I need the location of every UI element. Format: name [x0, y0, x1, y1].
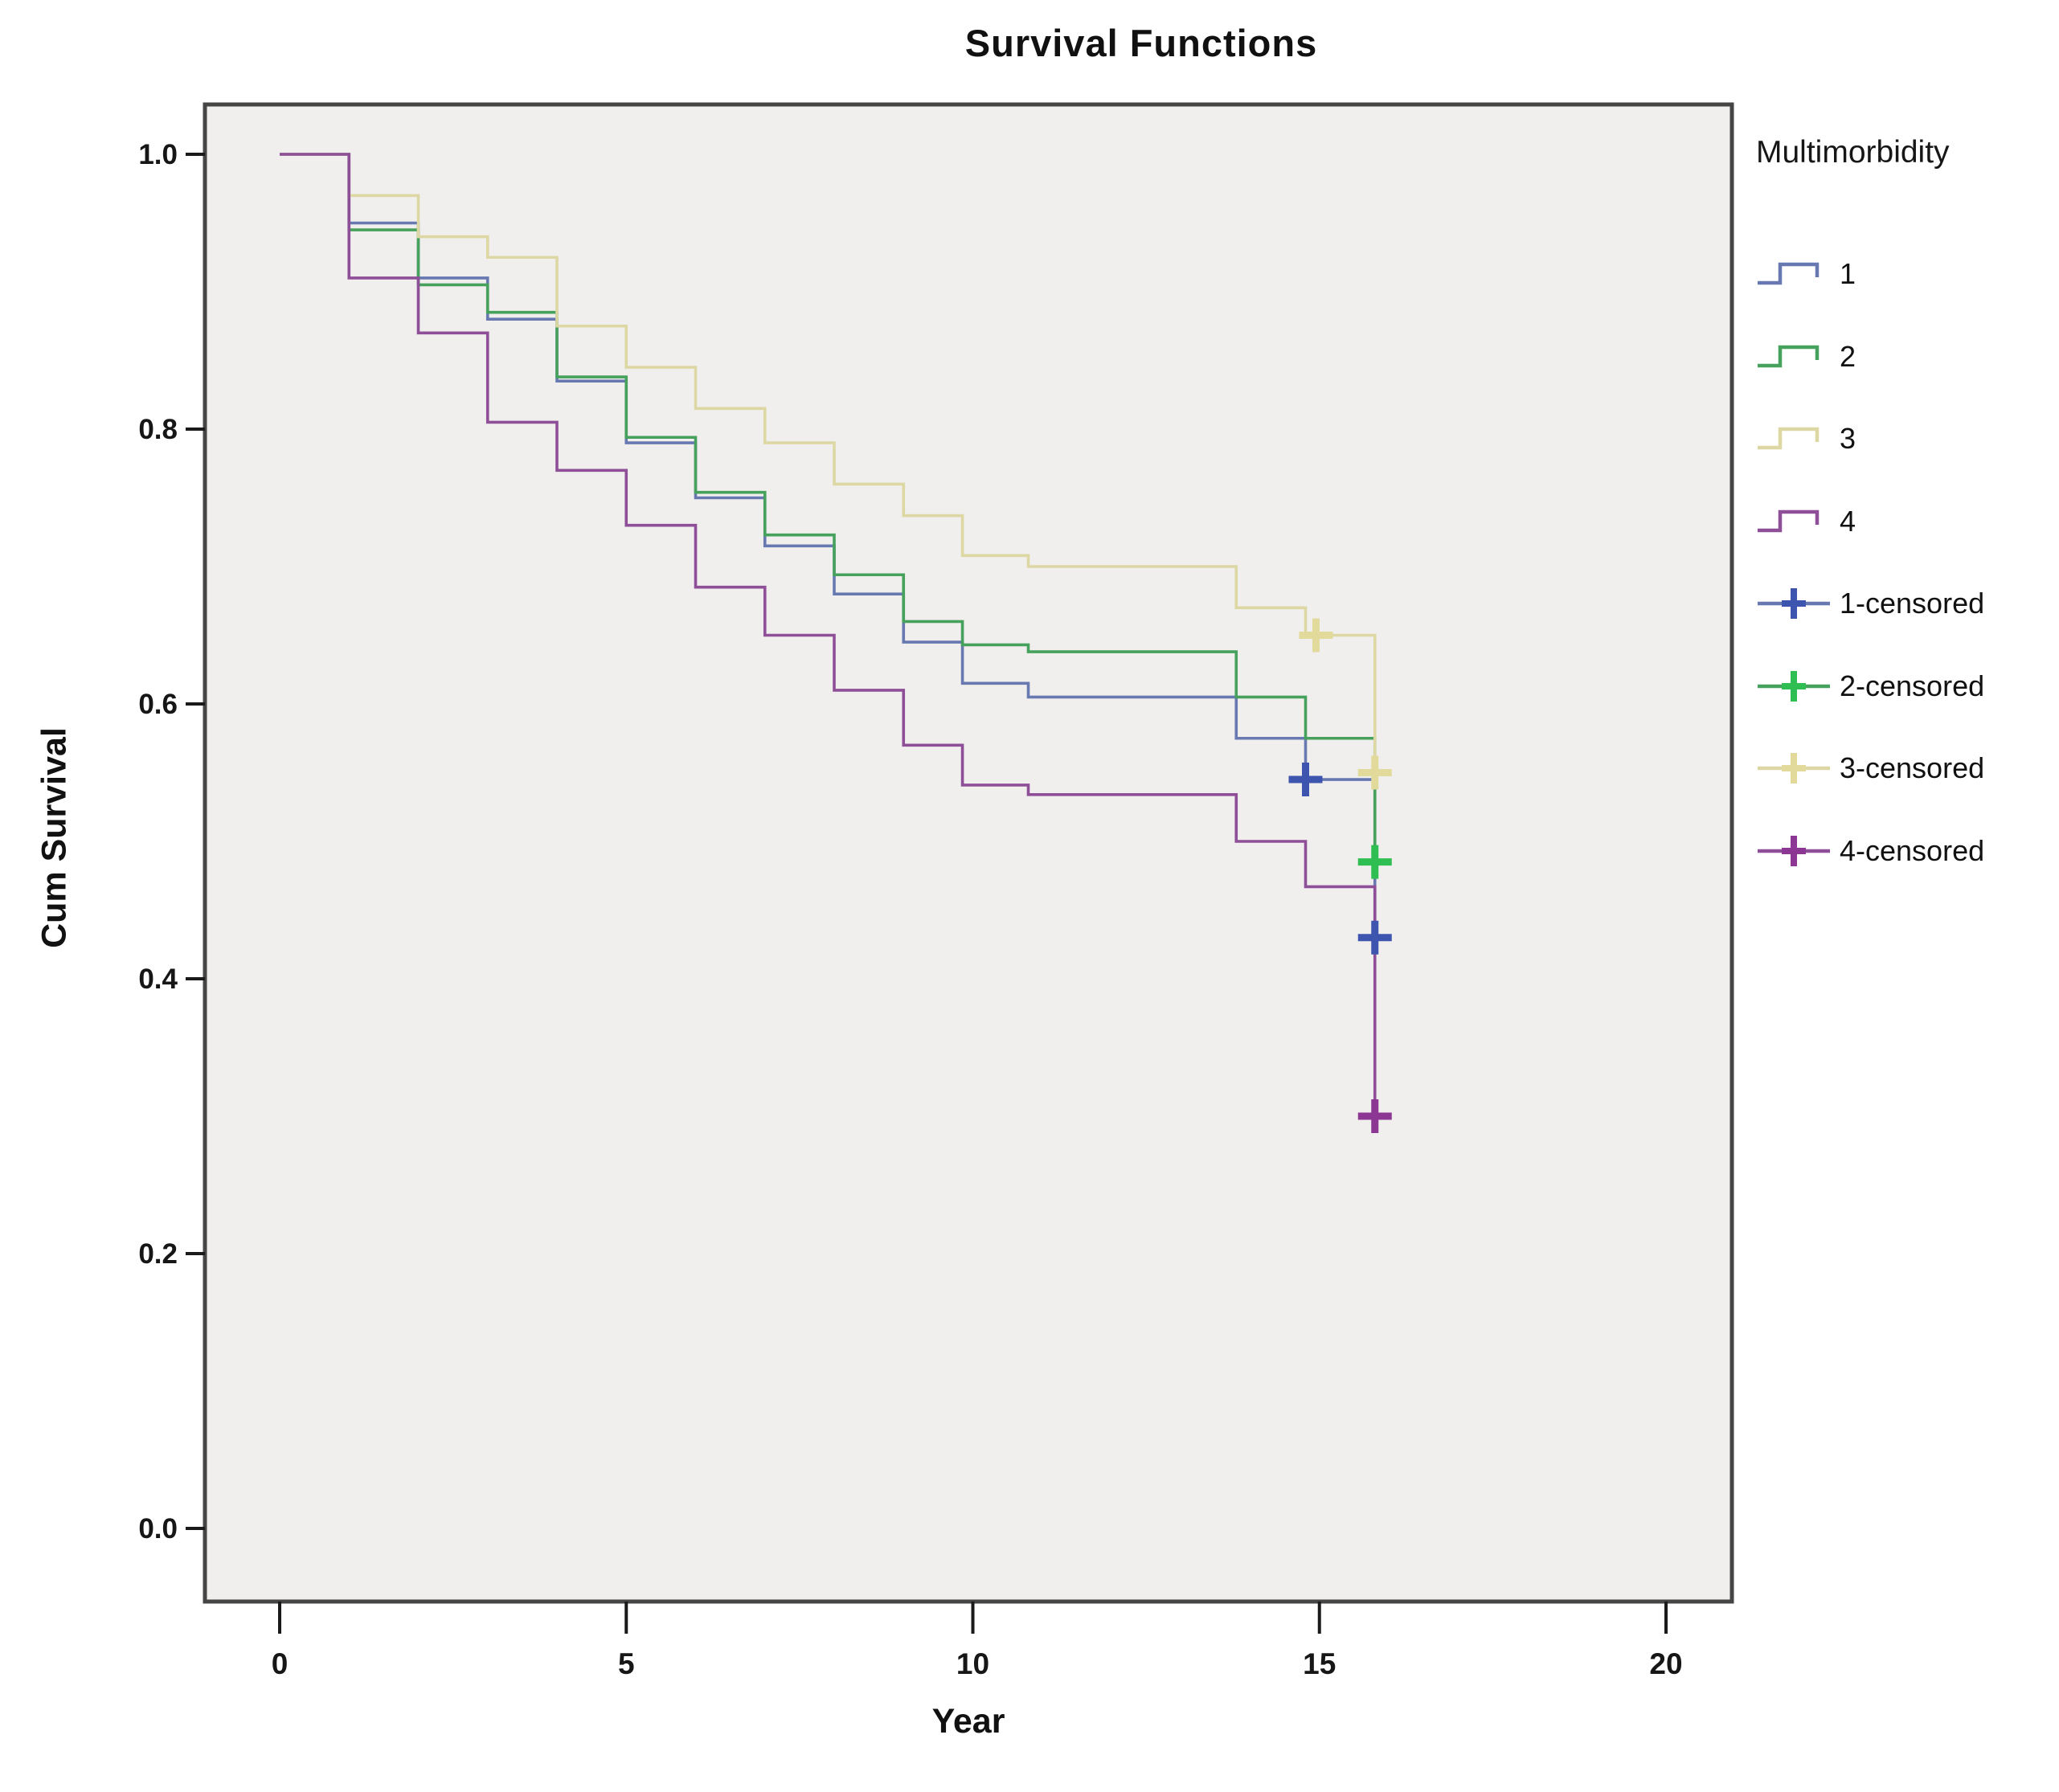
y-tick-label: 0.4 [138, 964, 178, 995]
y-tick-label: 0.0 [138, 1513, 178, 1544]
survival-curve-1 [280, 153, 1377, 938]
legend-item-label: 2 [1840, 339, 1856, 373]
legend-item-label: 4 [1840, 504, 1856, 538]
legend-item-label: 3 [1840, 422, 1856, 455]
censor-plus-swatch [1758, 835, 1830, 866]
x-tick-label: 20 [1649, 1647, 1682, 1680]
step-line-swatch [1758, 509, 1820, 532]
legend-item-2: 2 [1756, 338, 1856, 375]
censor-plus-swatch [1758, 670, 1830, 702]
x-tick-label: 5 [618, 1647, 635, 1680]
legend-item-label: 1 [1840, 257, 1856, 290]
y-tick-label: 0.6 [138, 689, 178, 720]
censor-plus-swatch [1758, 753, 1830, 783]
legend-item-label: 1-censored [1840, 587, 1985, 620]
x-tick-label: 10 [956, 1647, 989, 1680]
legend-title: Multimorbidity [1756, 135, 1950, 170]
legend: Multimorbidity 1 2 3 4 1-censored 2-censored 3… [1756, 135, 2059, 867]
legend-item-label: 4-censored [1840, 833, 1985, 867]
legend-item-4-censored: 4-censored [1756, 833, 1984, 869]
legend-item-3: 3 [1756, 420, 1856, 457]
x-axis-label: Year [931, 1702, 1005, 1741]
y-tick-label: 1.0 [138, 139, 178, 170]
legend-item-label: 3-censored [1840, 751, 1985, 784]
x-tick-label: 0 [272, 1647, 289, 1680]
legend-item-4: 4 [1756, 503, 1856, 540]
censor-plus-swatch [1758, 588, 1830, 619]
step-line-swatch [1758, 427, 1820, 450]
legend-item-2-censored: 2-censored [1756, 668, 1984, 705]
x-tick-label: 15 [1303, 1647, 1336, 1680]
plot-frame [203, 102, 1734, 1604]
survival-curve-4 [280, 153, 1377, 1116]
survival-curve-2 [280, 153, 1377, 862]
legend-item-1-censored: 1-censored [1756, 585, 1984, 622]
legend-item-label: 2-censored [1840, 669, 1985, 702]
legend-item-1: 1 [1756, 256, 1856, 293]
step-line-swatch [1758, 345, 1820, 367]
y-tick-label: 0.8 [138, 414, 178, 445]
y-tick-label: 0.2 [138, 1238, 178, 1270]
step-line-swatch [1758, 262, 1820, 285]
survival-curve-3 [280, 153, 1377, 773]
chart-title: Survival Functions [964, 22, 1318, 64]
legend-item-3-censored: 3-censored [1756, 750, 1984, 787]
